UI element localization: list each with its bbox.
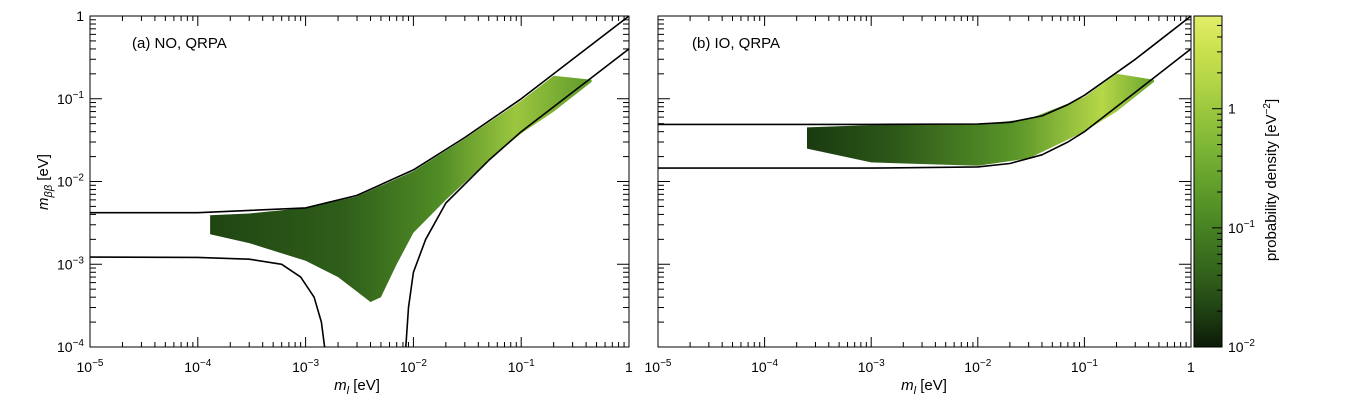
x-tick-label: 10−1 <box>1071 358 1098 375</box>
y-tick-label: 1 <box>76 8 84 24</box>
boundary-curve-lower <box>658 48 1191 169</box>
colorbar-scale <box>1193 15 1223 348</box>
colorbar-tick-label: 10−2 <box>1228 338 1255 355</box>
y-tick-label: 10−3 <box>57 255 84 272</box>
colorbar-tick-label: 10−1 <box>1228 219 1255 236</box>
panel-no: 10−5 10−4 10−3 10−2 10−1 1 10−4 10−3 10−2 10−1 1 (… <box>35 8 633 397</box>
x-tick-label: 10−5 <box>77 358 104 375</box>
x-axis-label-io: ml [eV] <box>901 377 947 397</box>
x-tick-label: 10−3 <box>858 358 885 375</box>
y-tick-label: 10−1 <box>57 90 84 107</box>
x-tick-label: 10−4 <box>184 358 211 375</box>
density-band-io <box>807 73 1154 166</box>
panel-label-io: (b) IO, QRPA <box>692 35 780 52</box>
boundary-curve-lower-right <box>405 48 629 347</box>
colorbar: 1 10−1 10−2 probability density [eV−2] <box>1193 15 1280 355</box>
x-tick-label: 10−1 <box>508 358 535 375</box>
x-tick-label: 10−2 <box>400 358 427 375</box>
panel-io: 10−5 10−4 10−3 10−2 10−1 1 (b) IO, QRPA ml [e… <box>645 15 1195 397</box>
colorbar-label: probability density [eV−2] <box>1262 99 1280 261</box>
panel-label-no: (a) NO, QRPA <box>132 35 227 52</box>
x-tick-label: 10−2 <box>964 358 991 375</box>
plot-frame-io <box>657 15 1192 348</box>
boundary-curve-upper <box>658 16 1191 126</box>
y-tick-label: 10−4 <box>57 338 84 355</box>
x-tick-label: 10−3 <box>292 358 319 375</box>
boundary-curve-lower-left <box>90 256 326 347</box>
y-axis-label: mββ [eV] <box>35 154 55 210</box>
x-tick-label: 10−4 <box>751 358 778 375</box>
x-tick-label: 1 <box>625 359 633 375</box>
boundary-curve-upper <box>90 16 629 214</box>
colorbar-tick-label: 1 <box>1228 101 1236 117</box>
x-tick-label: 10−5 <box>645 358 672 375</box>
x-axis-label-no: ml [eV] <box>334 377 380 397</box>
plot-frame-no <box>89 15 630 348</box>
x-tick-label: 1 <box>1187 359 1195 375</box>
y-tick-label: 10−2 <box>57 173 84 190</box>
density-band-no <box>210 75 592 302</box>
